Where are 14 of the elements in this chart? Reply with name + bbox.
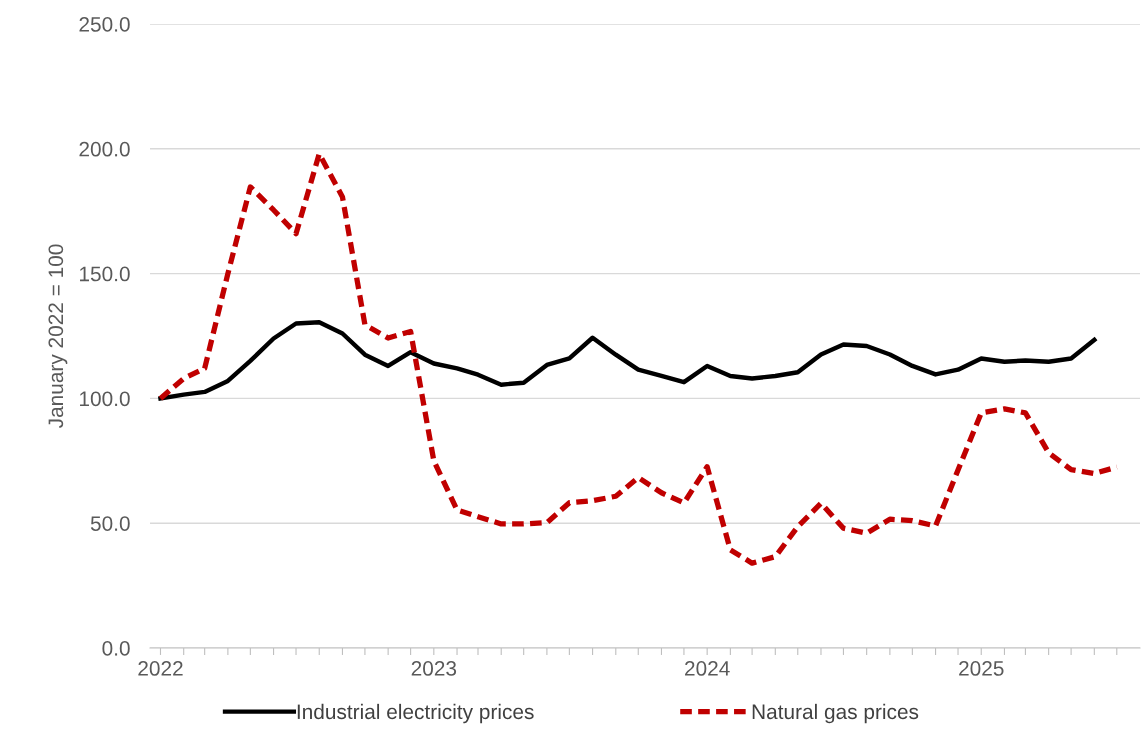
- y-tick-label: 150.0: [80, 266, 130, 282]
- x-tick-label: 2025: [959, 661, 1004, 676]
- x-tick-label: 2023: [411, 661, 457, 676]
- y-tick-label: 200.0: [79, 141, 130, 157]
- legend-label: Industrial electricity prices: [297, 703, 534, 724]
- legend-label: Natural gas prices: [752, 703, 919, 724]
- y-tick-label: 250.0: [79, 17, 130, 32]
- y-axis-title: January 2022 = 100: [48, 244, 68, 429]
- x-tick-label: 2024: [685, 661, 730, 676]
- y-tick-label: 50.0: [90, 516, 130, 531]
- y-tick-label: 100.0: [80, 391, 130, 407]
- line-series: [158, 320, 1097, 401]
- x-tick-label: 2022: [138, 661, 183, 676]
- y-tick-label: 0.0: [102, 641, 130, 656]
